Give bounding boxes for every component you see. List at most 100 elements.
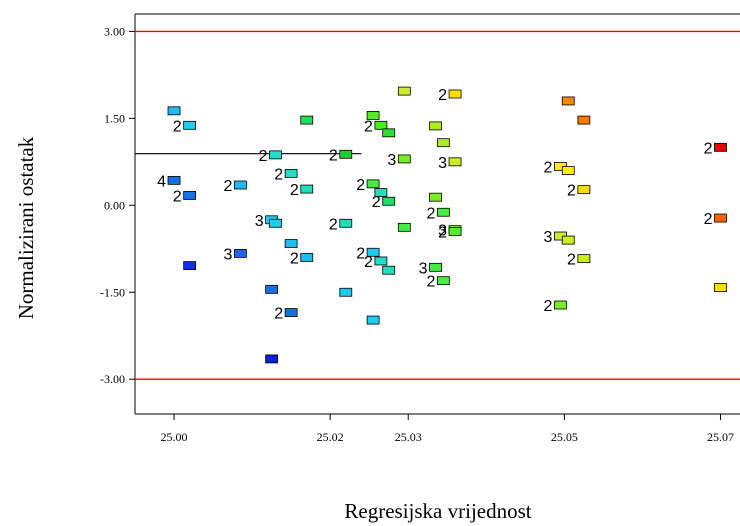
y-tick-label: 3.00 [104,24,125,38]
point-count-label: 2 [544,298,553,315]
data-point [448,226,462,236]
point-count-label: 2 [259,148,268,165]
data-point [284,239,298,248]
point-count-label: 2 [438,224,447,241]
point-count-label: 2 [426,205,435,222]
data-point [366,315,380,325]
data-point [561,96,575,106]
point-count-label: 3 [223,246,232,263]
data-point [265,284,279,294]
data-point [714,283,727,293]
data-point [233,180,247,190]
point-count-label: 2 [704,140,713,157]
data-point [269,150,282,160]
x-tick-label: 25.02 [317,430,344,444]
data-point [561,166,575,175]
data-point [265,354,279,364]
y-tick-label: 0.00 [104,198,125,212]
y-tick-label: -1.50 [100,285,125,299]
data-point [382,196,396,206]
x-tick-label: 25.00 [161,430,188,444]
point-count-label: 2 [290,182,299,199]
data-point [577,115,591,125]
point-count-label: 2 [274,306,283,323]
data-point [436,276,450,286]
point-count-label: 3 [419,260,428,277]
point-count-label: 2 [329,216,338,233]
data-point [366,179,380,189]
data-point [269,218,282,228]
data-point [397,86,411,96]
point-count-label: 2 [329,147,338,164]
x-axis-title: Regresijska vrijednost [344,499,531,523]
point-count-label: 3 [255,213,264,230]
point-count-label: 2 [356,245,365,262]
data-point [167,175,181,185]
y-tick-label: 1.50 [104,111,125,125]
data-point [300,184,314,194]
data-point [714,142,727,152]
point-count-label: 4 [157,173,166,190]
data-point [167,106,181,116]
data-point [183,120,197,130]
point-count-label: 2 [356,177,365,194]
y-axis-title: Normalizirani ostatak [14,136,38,319]
data-point [374,256,388,266]
data-point [339,218,353,228]
data-point [366,111,380,120]
reference-lines [135,30,740,380]
data-point [429,192,442,202]
point-count-label: 2 [364,118,373,135]
data-point [366,247,380,257]
data-point [448,89,462,99]
point-count-label: 2 [567,183,576,200]
data-point [183,191,197,200]
point-count-label: 2 [274,166,283,183]
point-count-label: 2 [173,188,182,205]
point-count-label: 3 [387,152,396,169]
data-point [382,128,396,138]
x-axis-ticks: 25.00 25.02 25.03 25.05 25.07 [161,414,734,444]
point-count-label: 3 [438,223,447,240]
x-tick-label: 25.03 [395,430,422,444]
data-point [339,149,353,159]
point-count-label: 2 [290,250,299,267]
data-point [339,287,353,297]
data-point [284,169,298,178]
data-point [284,308,298,317]
data-point [436,138,450,148]
data-point [382,265,396,275]
data-point [577,254,591,264]
x-tick-label: 25.07 [707,430,734,444]
data-point [714,213,727,223]
x-tick-label: 25.05 [551,430,578,444]
data-point [436,207,450,217]
data-point [554,300,567,310]
point-count-label: 2 [426,274,435,291]
y-axis-ticks: 3.00 1.50 0.00 -1.50 -3.00 [100,24,135,386]
point-count-label: 3 [438,155,447,172]
point-count-label: 2 [704,211,713,228]
data-point [397,222,411,232]
data-point [429,121,442,131]
y-tick-label: -3.00 [100,372,125,386]
point-count-label: 2 [438,87,447,104]
data-point [233,249,247,258]
data-point [183,261,197,270]
data-point [374,120,388,130]
data-point [577,185,591,195]
point-count-label: 2 [223,178,232,195]
data-point [374,188,388,197]
point-count-label: 2 [544,159,553,176]
data-point [448,157,462,167]
data-point [397,154,411,164]
point-count-label: 2 [372,194,381,211]
point-count-label: 2 [567,252,576,269]
point-count-label: 3 [544,229,553,246]
point-count-label: 2 [173,118,182,135]
data-point [300,253,314,262]
data-point [429,262,442,272]
data-point [300,115,314,125]
